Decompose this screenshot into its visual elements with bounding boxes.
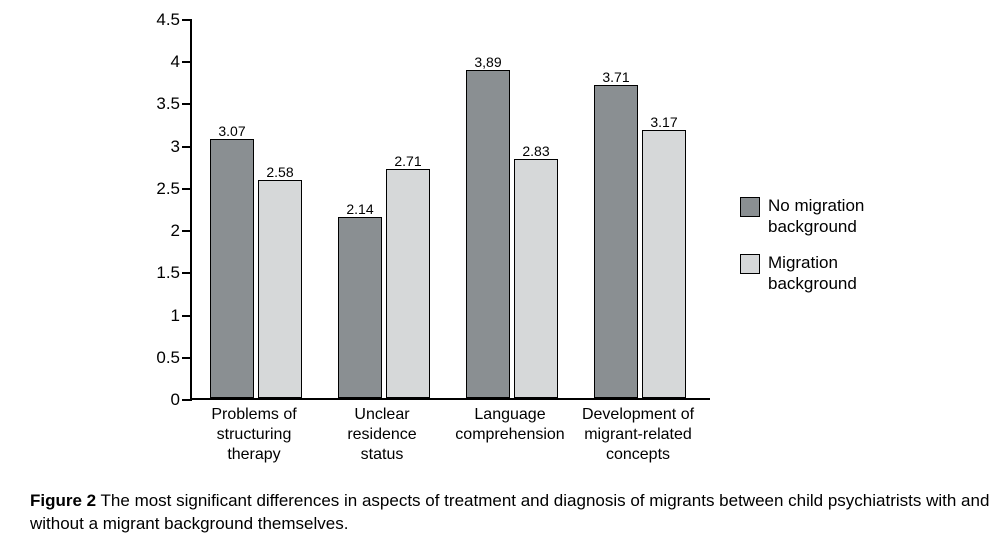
bar-value-label: 2.83	[522, 143, 549, 159]
y-tick-label: 4.5	[130, 10, 180, 30]
bar-value-label: 3.71	[602, 69, 629, 85]
bar-chart: 00.511.522.533.544.53.072.582.142.713,89…	[130, 20, 710, 440]
bar	[386, 169, 430, 398]
bar	[338, 217, 382, 398]
y-tick	[182, 146, 192, 148]
caption-label: Figure 2	[30, 491, 96, 510]
legend-label: No migrationbackground	[768, 195, 864, 238]
y-tick-label: 2.5	[130, 179, 180, 199]
y-tick	[182, 19, 192, 21]
bar	[210, 139, 254, 398]
bar-value-label: 2.58	[266, 164, 293, 180]
bar	[642, 130, 686, 398]
y-tick-label: 3.5	[130, 94, 180, 114]
y-tick-label: 4	[130, 52, 180, 72]
x-category-label: Problems ofstructuringtherapy	[188, 405, 320, 465]
y-tick-label: 1.5	[130, 263, 180, 283]
y-tick-label: 0	[130, 390, 180, 410]
y-tick	[182, 272, 192, 274]
y-tick	[182, 61, 192, 63]
y-tick-label: 1	[130, 306, 180, 326]
legend-swatch	[740, 254, 760, 274]
y-tick	[182, 315, 192, 317]
bar-value-label: 3,89	[474, 54, 501, 70]
y-tick	[182, 357, 192, 359]
x-category-label: Languagecomprehension	[444, 405, 576, 445]
figure-caption: Figure 2 The most significant difference…	[30, 490, 990, 536]
caption-body: The most significant differences in aspe…	[30, 491, 989, 533]
legend-label: Migrationbackground	[768, 252, 857, 295]
y-tick-label: 3	[130, 137, 180, 157]
legend-item: Migrationbackground	[740, 252, 864, 295]
bar-value-label: 2.71	[394, 153, 421, 169]
bar	[594, 85, 638, 398]
figure-container: 0 0.5 1 1.5 2 2.5 3 3.5 4 4.5 3.07 2.58 2.14 2.71 3,89…	[0, 0, 1004, 547]
y-tick-label: 0.5	[130, 348, 180, 368]
legend-swatch	[740, 197, 760, 217]
plot-area: 00.511.522.533.544.53.072.582.142.713,89…	[190, 20, 710, 400]
y-tick	[182, 399, 192, 401]
x-category-label: Development ofmigrant-relatedconcepts	[572, 405, 704, 465]
bar	[514, 159, 558, 398]
bar	[466, 70, 510, 398]
x-category-label: Unclearresidencestatus	[316, 405, 448, 465]
y-tick	[182, 188, 192, 190]
y-tick	[182, 103, 192, 105]
bar-value-label: 3.17	[650, 114, 677, 130]
y-tick-label: 2	[130, 221, 180, 241]
bar-value-label: 3.07	[218, 123, 245, 139]
y-tick	[182, 230, 192, 232]
legend-item: No migrationbackground	[740, 195, 864, 238]
bar-value-label: 2.14	[346, 201, 373, 217]
legend: No migrationbackground Migrationbackgroun…	[740, 195, 864, 308]
bar	[258, 180, 302, 398]
